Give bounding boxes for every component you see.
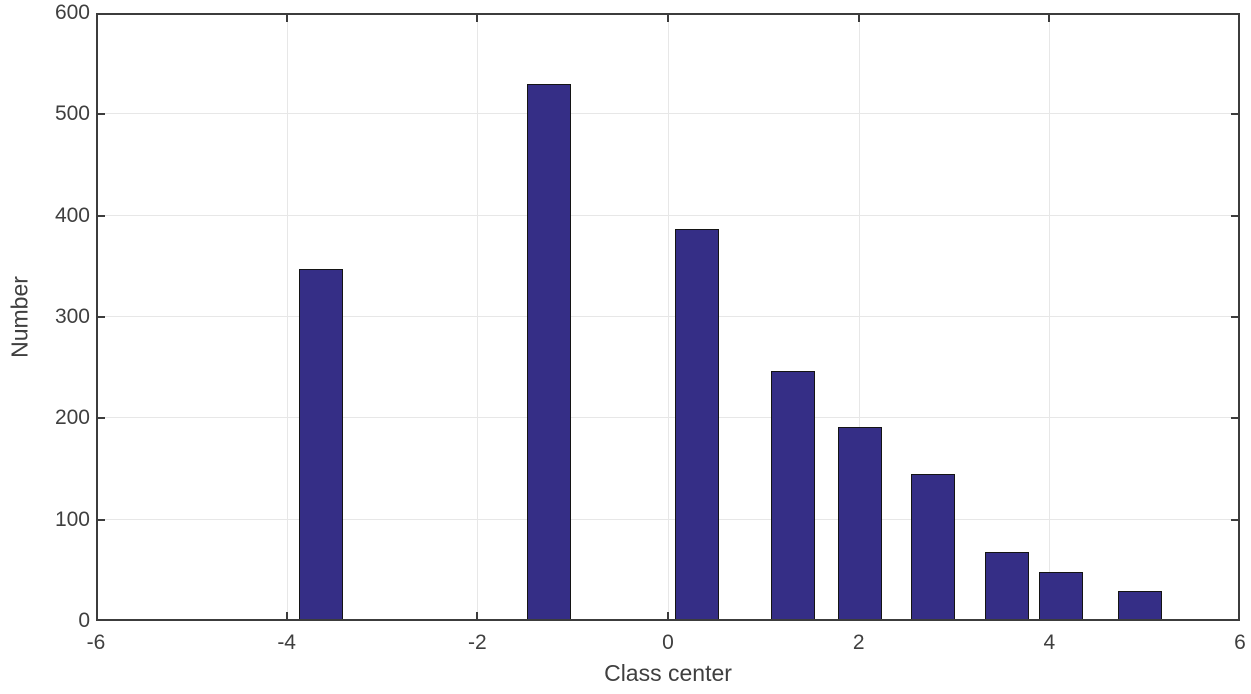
y-tick-mark-right bbox=[1231, 620, 1240, 621]
y-tick-mark-right bbox=[1231, 214, 1240, 217]
x-tick-label: 0 bbox=[662, 631, 674, 654]
vertical-gridline bbox=[477, 13, 479, 621]
horizontal-gridline bbox=[96, 417, 1240, 419]
vertical-gridline bbox=[668, 13, 669, 621]
y-tick-label: 100 bbox=[54, 507, 90, 531]
bar bbox=[1117, 590, 1162, 621]
bar bbox=[911, 474, 955, 621]
y-tick-mark-right bbox=[1231, 316, 1240, 318]
x-tick-mark-top bbox=[1239, 13, 1240, 22]
y-tick-mark-right bbox=[1231, 417, 1240, 420]
y-tick-mark bbox=[96, 518, 105, 521]
bar bbox=[985, 552, 1030, 621]
y-tick-label: 600 bbox=[54, 1, 90, 24]
horizontal-gridline bbox=[96, 316, 1240, 317]
bar bbox=[770, 370, 815, 621]
y-tick-mark-right bbox=[1231, 518, 1240, 521]
y-tick-mark bbox=[96, 316, 105, 318]
y-tick-mark bbox=[96, 214, 105, 217]
x-tick-mark-top bbox=[667, 13, 669, 22]
x-tick-mark-top bbox=[96, 13, 97, 22]
y-tick-mark bbox=[96, 620, 105, 621]
bar bbox=[837, 427, 882, 621]
vertical-gridline bbox=[1049, 13, 1051, 621]
y-tick-label: 200 bbox=[54, 406, 90, 430]
x-tick-mark-top bbox=[476, 13, 479, 22]
x-tick-label: 6 bbox=[1234, 631, 1246, 654]
horizontal-gridline bbox=[96, 518, 1240, 520]
y-tick-mark bbox=[96, 417, 105, 420]
x-tick-mark-top bbox=[857, 13, 860, 22]
horizontal-gridline bbox=[96, 214, 1240, 216]
x-tick-label: -2 bbox=[467, 631, 487, 654]
x-tick-mark-top bbox=[1048, 13, 1051, 22]
bar bbox=[1038, 572, 1083, 621]
bar bbox=[526, 83, 571, 621]
bar bbox=[299, 269, 343, 621]
y-tick-label: 300 bbox=[54, 305, 90, 328]
x-tick-label: -6 bbox=[86, 631, 106, 654]
plot-area bbox=[96, 13, 1240, 621]
x-tick-mark bbox=[285, 612, 288, 621]
x-tick-mark bbox=[667, 612, 669, 621]
x-axis-label: Class center bbox=[604, 660, 732, 686]
y-tick-label: 0 bbox=[78, 609, 90, 632]
y-tick-mark bbox=[96, 113, 105, 116]
y-tick-label: 500 bbox=[54, 102, 90, 126]
x-tick-label: 2 bbox=[852, 631, 865, 654]
x-tick-label: -4 bbox=[277, 631, 296, 654]
x-tick-mark bbox=[476, 612, 479, 621]
y-tick-mark bbox=[96, 13, 105, 14]
y-tick-label: 400 bbox=[54, 203, 90, 227]
y-tick-mark-right bbox=[1231, 13, 1240, 14]
bar bbox=[674, 228, 719, 621]
horizontal-gridline bbox=[96, 113, 1240, 115]
y-tick-mark-right bbox=[1231, 113, 1240, 116]
vertical-gridline bbox=[286, 13, 288, 621]
x-tick-mark-top bbox=[285, 13, 288, 22]
x-tick-label: 4 bbox=[1043, 631, 1056, 654]
vertical-gridline bbox=[858, 13, 860, 621]
